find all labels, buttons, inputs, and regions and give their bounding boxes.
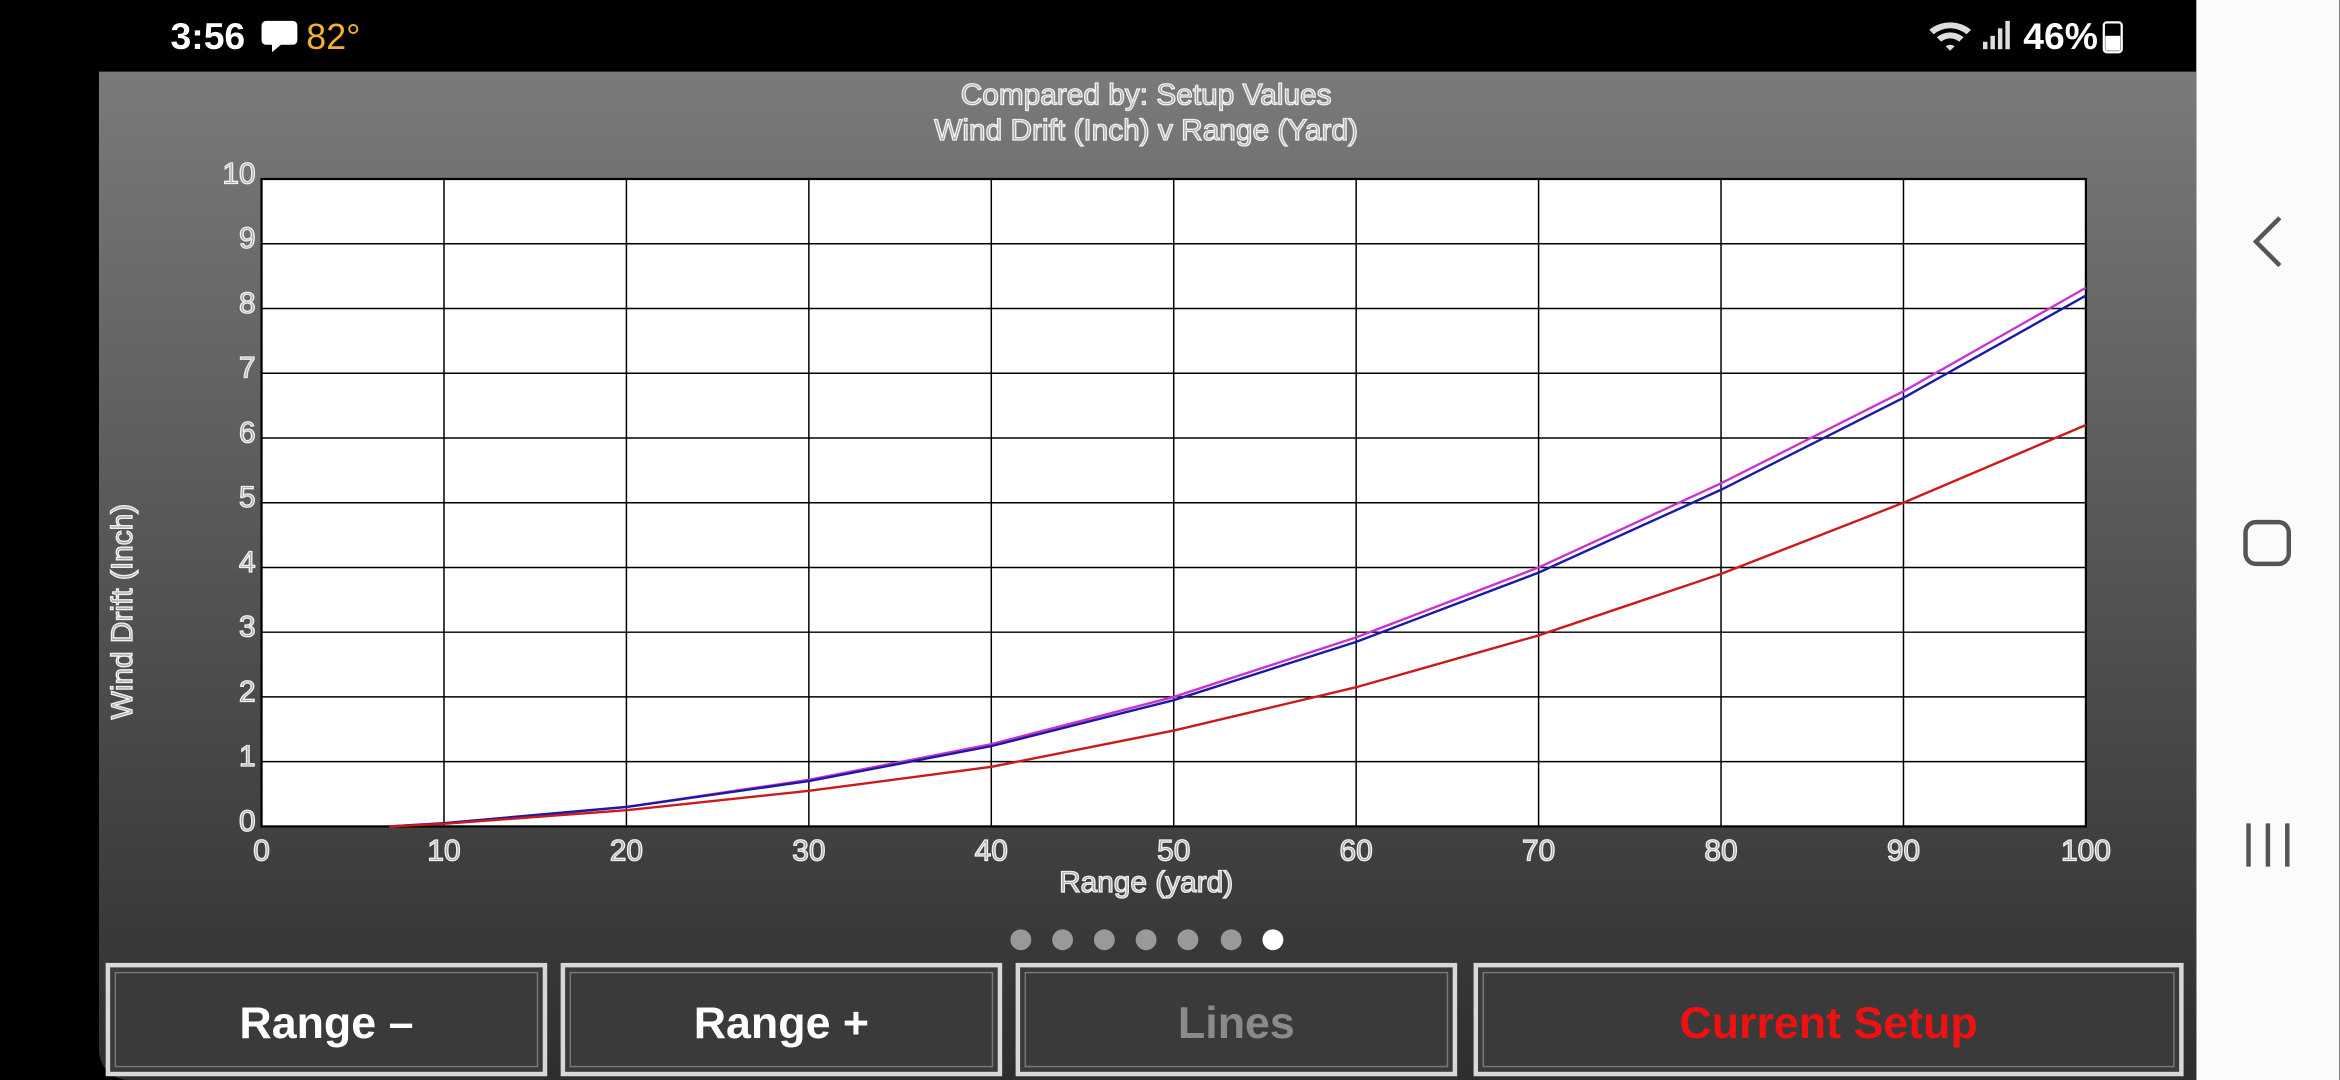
y-tick-label: 0 bbox=[239, 805, 256, 838]
x-tick-label: 80 bbox=[1704, 835, 1737, 868]
button-label: Range – bbox=[239, 998, 413, 1048]
back-button[interactable] bbox=[2252, 216, 2282, 268]
x-tick-label: 30 bbox=[792, 835, 825, 868]
y-tick-label: 10 bbox=[222, 157, 255, 190]
page-indicator bbox=[1010, 929, 1284, 951]
x-tick-label: 20 bbox=[610, 835, 643, 868]
chat-icon bbox=[261, 20, 298, 53]
button[interactable] bbox=[1015, 962, 1458, 1077]
button-label: Lines bbox=[1178, 998, 1295, 1048]
y-tick-label: 8 bbox=[239, 287, 256, 320]
y-tick-label: 5 bbox=[239, 481, 256, 514]
battery-icon bbox=[2102, 21, 2123, 54]
x-tick-label: 70 bbox=[1522, 835, 1555, 868]
x-tick-label: 10 bbox=[427, 835, 460, 868]
button[interactable] bbox=[560, 962, 1003, 1077]
button-label: Current Setup bbox=[1679, 998, 1977, 1048]
nav-bar bbox=[2196, 0, 2340, 1080]
battery-text: 46% bbox=[2023, 15, 2098, 57]
x-tick-label: 100 bbox=[2061, 835, 2111, 868]
y-tick-label: 9 bbox=[239, 222, 256, 255]
data-line bbox=[389, 423, 2087, 828]
x-tick-label: 50 bbox=[1157, 835, 1190, 868]
y-tick-label: 3 bbox=[239, 611, 256, 644]
button-inner bbox=[1024, 971, 1449, 1068]
y-tick-label: 6 bbox=[239, 416, 256, 449]
button[interactable] bbox=[105, 962, 548, 1077]
x-axis-label: Range (yard) bbox=[1059, 866, 1233, 899]
x-tick-label: 90 bbox=[1887, 835, 1920, 868]
x-tick-label: 40 bbox=[975, 835, 1008, 868]
y-tick-label: 4 bbox=[239, 546, 256, 579]
weather: 82° bbox=[306, 17, 360, 57]
battery-level bbox=[2105, 35, 2121, 51]
button-inner bbox=[569, 971, 994, 1068]
y-tick-label: 7 bbox=[239, 352, 256, 385]
signal-icons bbox=[1929, 20, 2010, 51]
button[interactable] bbox=[1473, 962, 2184, 1077]
y-axis-label: Wind Drift (Inch) bbox=[106, 504, 139, 719]
x-tick-label: 60 bbox=[1340, 835, 1373, 868]
clock: 3:56 bbox=[171, 15, 246, 57]
x-tick-label: 0 bbox=[253, 835, 270, 868]
plot-border bbox=[260, 177, 2088, 828]
y-tick-label: 2 bbox=[239, 675, 256, 708]
button-inner bbox=[1482, 971, 2175, 1068]
chart-title: Compared by: Setup Values bbox=[961, 78, 1332, 111]
chart-subtitle: Wind Drift (Inch) v Range (Yard) bbox=[934, 114, 1358, 147]
data-line bbox=[389, 294, 2087, 828]
home-button[interactable] bbox=[2243, 519, 2292, 567]
y-tick-label: 1 bbox=[239, 740, 256, 773]
recents-button[interactable] bbox=[2246, 823, 2290, 867]
button-inner bbox=[114, 971, 539, 1068]
button-label: Range + bbox=[694, 998, 869, 1048]
